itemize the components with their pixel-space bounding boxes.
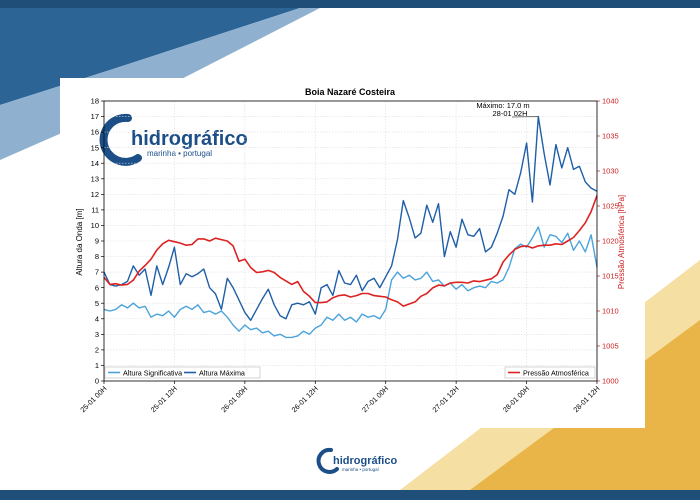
y-tick-label: 12 <box>91 190 99 199</box>
y-tick-label: 5 <box>95 299 99 308</box>
series-significant-height-line <box>103 226 598 339</box>
series-max-height-line <box>103 115 598 321</box>
max-annotation: Máximo: 17.0 m 28-01 02H <box>476 101 539 118</box>
legend-left: Altura Significativa Altura Máxima <box>104 366 261 379</box>
y2-tick-label: 1035 <box>602 132 619 141</box>
footer-logo-c-icon <box>316 447 339 474</box>
y-tick-label: 17 <box>91 112 99 121</box>
y-tick-label: 2 <box>95 345 99 354</box>
x-tick-label: 25-01 00H <box>78 384 108 414</box>
y-tick-label: 15 <box>91 143 99 152</box>
legend-press-label: Pressão Atmosférica <box>523 369 589 378</box>
y-tick-label: 16 <box>91 128 99 137</box>
series-lines <box>103 115 598 339</box>
legend-hs-label: Altura Significativa <box>123 369 182 378</box>
chart-title: Boia Nazaré Costeira <box>305 87 396 97</box>
y-tick-label: 13 <box>91 174 99 183</box>
y2-tick-label: 1015 <box>602 272 619 281</box>
series-pressure-line <box>103 195 598 307</box>
y-tick-label: 7 <box>95 268 99 277</box>
annotation-line1: Máximo: 17.0 m <box>476 101 529 110</box>
y-tick-label: 8 <box>95 252 99 261</box>
chart-logo: hidrográfico marinha • portugal <box>99 113 248 166</box>
footer-logo-subtitle: marinha • portugal <box>342 467 379 472</box>
y-axis-label: Altura da Onda [m] <box>75 208 84 275</box>
x-tick-label: 26-01 00H <box>219 384 249 414</box>
y-tick-label: 11 <box>91 205 99 214</box>
y-tick-label: 3 <box>95 330 99 339</box>
footer-logo: hidrográfico marinha • portugal <box>316 447 397 474</box>
x-tick-label: 25-01 12H <box>149 384 179 414</box>
y2-tick-label: 1030 <box>602 167 619 176</box>
y-tick-label: 9 <box>95 237 99 246</box>
y-tick-label: 6 <box>95 283 99 292</box>
y-tick-label: 4 <box>95 314 99 323</box>
y2-tick-label: 1020 <box>602 237 619 246</box>
right-axis-ticks: 1000 1005 1010 1015 1020 1025 1030 1035 1040 <box>597 97 619 386</box>
legend-right-box <box>504 366 596 379</box>
legend-left-box <box>104 366 261 379</box>
annotation-line2: 28-01 02H <box>492 109 527 118</box>
footer-logo-name: hidrográfico <box>333 455 397 467</box>
x-tick-label: 28-01 12H <box>571 384 601 414</box>
y2-tick-label: 1040 <box>602 97 619 106</box>
x-tick-label: 28-01 00H <box>501 384 531 414</box>
y2-tick-label: 1025 <box>602 202 619 211</box>
y-tick-label: 1 <box>95 361 99 370</box>
x-axis-ticks: 25-01 00H 25-01 12H 26-01 00H 26-01 12H 27-0… <box>78 381 601 414</box>
legend-right: Pressão Atmosférica <box>504 366 596 379</box>
y2-tick-label: 1000 <box>602 377 619 386</box>
x-tick-label: 27-01 00H <box>360 384 390 414</box>
y2-tick-label: 1005 <box>602 342 619 351</box>
y-tick-label: 18 <box>91 97 99 106</box>
y-tick-label: 14 <box>91 159 99 168</box>
x-tick-label: 26-01 12H <box>290 384 320 414</box>
y2-tick-label: 1010 <box>602 307 619 316</box>
plot-frame <box>103 100 598 382</box>
top-band <box>0 0 700 8</box>
x-tick-label: 27-01 12H <box>430 384 460 414</box>
logo-subtitle: marinha • portugal <box>147 149 212 158</box>
legend-hmax-label: Altura Máxima <box>199 369 245 378</box>
y-tick-label: 0 <box>95 377 99 386</box>
y2-axis-label: Pressão Atmosférica [hPa] <box>617 195 626 289</box>
bottom-band <box>0 490 700 500</box>
y-tick-label: 10 <box>91 221 99 230</box>
logo-name: hidrográfico <box>131 128 248 150</box>
